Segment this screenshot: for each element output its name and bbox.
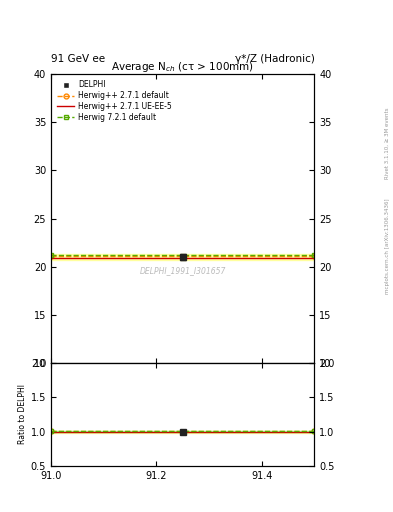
Text: mcplots.cern.ch [arXiv:1306.3436]: mcplots.cern.ch [arXiv:1306.3436]: [385, 198, 389, 293]
Bar: [51, 431, 314, 432]
Text: Rivet 3.1.10, ≥ 3M events: Rivet 3.1.10, ≥ 3M events: [385, 108, 389, 179]
Legend: DELPHI, Herwig++ 2.7.1 default, Herwig++ 2.7.1 UE-EE-5, Herwig 7.2.1 default: DELPHI, Herwig++ 2.7.1 default, Herwig++…: [55, 78, 174, 124]
Title: Average N$_{ch}$ (cτ > 100mm): Average N$_{ch}$ (cτ > 100mm): [111, 60, 254, 74]
Y-axis label: Ratio to DELPHI: Ratio to DELPHI: [18, 385, 27, 444]
Text: 91 GeV ee: 91 GeV ee: [51, 54, 105, 64]
Bar: [51, 254, 314, 260]
Text: γ*/Z (Hadronic): γ*/Z (Hadronic): [235, 54, 314, 64]
Text: DELPHI_1991_I301657: DELPHI_1991_I301657: [140, 266, 226, 275]
Bar: [51, 431, 314, 433]
